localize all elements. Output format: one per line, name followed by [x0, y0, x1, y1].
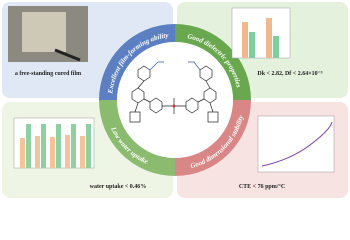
- tweezers: [54, 48, 81, 62]
- mini-chart: [13, 117, 95, 169]
- band: [99, 100, 175, 176]
- center-circle: [117, 42, 233, 158]
- film: [22, 12, 66, 52]
- band: [99, 24, 175, 100]
- caption: water uptake < 0.46%: [90, 184, 147, 190]
- mini-chart: [257, 115, 335, 173]
- atom: [172, 104, 176, 108]
- mini-chart: [231, 7, 291, 59]
- graphical-abstract: Excellent film-forming ability Good diel…: [2, 2, 348, 198]
- caption: Dk < 2.82, Df < 2.64×10⁻³: [257, 71, 322, 77]
- caption: CTE < 76 ppm/°C: [239, 183, 285, 190]
- caption: a free-standing cured film: [15, 71, 81, 77]
- band: [175, 100, 251, 176]
- band: [175, 24, 251, 100]
